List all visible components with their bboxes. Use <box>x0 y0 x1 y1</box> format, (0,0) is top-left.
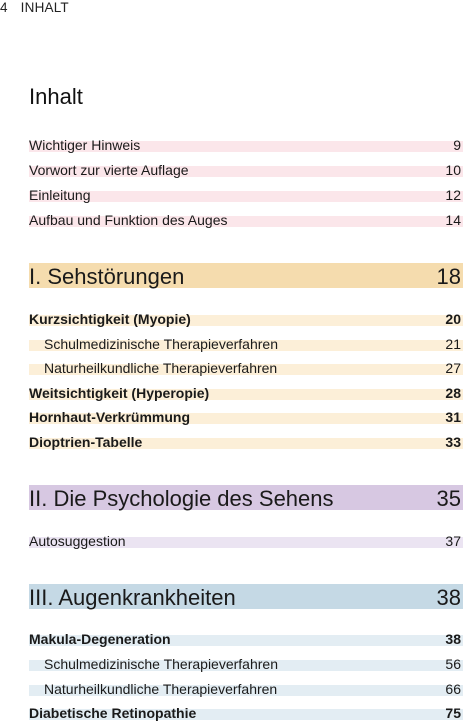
toc-entry-label: Hornhaut-Verkrümmung <box>29 409 191 425</box>
toc-entry-page: 38 <box>445 631 461 647</box>
toc-entry-label: Autosuggestion <box>29 533 126 549</box>
toc-entry-label: Kurzsichtigkeit (Myopie) <box>29 311 191 327</box>
toc-entry-einleitung[interactable]: Einleitung 12 <box>29 185 463 202</box>
toc-chapter-label: II. Die Psychologie des Sehens <box>29 486 334 511</box>
toc-entry-label: Einleitung <box>29 187 91 203</box>
toc-entry-page: 10 <box>445 162 461 178</box>
toc-chapter-2[interactable]: II. Die Psychologie des Sehens 35 <box>29 485 463 510</box>
toc-entry-aufbau[interactable]: Aufbau und Funktion des Auges 14 <box>29 210 463 227</box>
running-head: 4 INHALT <box>0 0 69 20</box>
toc-entry-retinopathie[interactable]: Diabetische Retinopathie 75 <box>29 703 463 720</box>
toc-entry-page: 27 <box>445 360 461 376</box>
toc-entry-hornhaut[interactable]: Hornhaut-Verkrümmung 31 <box>29 407 463 424</box>
toc-entry-makula[interactable]: Makula-Degeneration 38 <box>29 629 463 646</box>
toc-entry-label: Weitsichtigkeit (Hyperopie) <box>29 385 210 401</box>
toc-entry-schulmedizin-3[interactable]: Schulmedizinische Therapieverfahren 56 <box>29 654 463 671</box>
toc-chapter-3[interactable]: III. Augenkrankheiten 38 <box>29 584 463 609</box>
toc-entry-page: 37 <box>445 533 461 549</box>
toc-entry-page: 14 <box>445 212 461 228</box>
toc-entry-page: 21 <box>445 336 461 352</box>
toc-entry-naturheilkunde-3[interactable]: Naturheilkundliche Therapieverfahren 66 <box>29 679 463 696</box>
toc-entry-page: 12 <box>445 187 461 203</box>
toc-entry-wichtiger-hinweis[interactable]: Wichtiger Hinweis 9 <box>29 135 463 152</box>
toc-entry-schulmedizin-1[interactable]: Schulmedizinische Therapieverfahren 21 <box>29 334 463 351</box>
toc-chapter-page: 38 <box>436 585 461 610</box>
toc-entry-label: Vorwort zur vierte Auflage <box>29 162 189 178</box>
page-title: Inhalt <box>29 84 83 109</box>
toc-entry-label: Schulmedizinische Therapieverfahren <box>44 336 278 352</box>
toc-entry-vorwort[interactable]: Vorwort zur vierte Auflage 10 <box>29 160 463 177</box>
toc-entry-page: 56 <box>445 656 461 672</box>
toc-entry-label: Makula-Degeneration <box>29 631 171 647</box>
toc-entry-weitsichtigkeit[interactable]: Weitsichtigkeit (Hyperopie) 28 <box>29 383 463 400</box>
toc-chapter-label: I. Sehstörungen <box>29 264 185 289</box>
toc-entry-label: Dioptrien-Tabelle <box>29 434 143 450</box>
toc-chapter-1[interactable]: I. Sehstörungen 18 <box>29 263 463 288</box>
toc-entry-label: Wichtiger Hinweis <box>29 137 141 153</box>
toc-entry-dioptrien[interactable]: Dioptrien-Tabelle 33 <box>29 432 463 449</box>
page-number: 4 <box>0 0 8 15</box>
toc-entry-page: 9 <box>453 137 461 153</box>
toc-entry-page: 33 <box>445 434 461 450</box>
toc-entry-page: 66 <box>445 681 461 697</box>
toc-entry-page: 28 <box>445 385 461 401</box>
toc-entry-label: Naturheilkundliche Therapieverfahren <box>44 681 278 697</box>
toc-entry-label: Schulmedizinische Therapieverfahren <box>44 656 278 672</box>
toc-entry-page: 31 <box>445 409 461 425</box>
toc-entry-page: 20 <box>445 311 461 327</box>
toc-entry-label: Naturheilkundliche Therapieverfahren <box>44 360 278 376</box>
toc-entry-label: Diabetische Retinopathie <box>29 705 197 721</box>
toc-chapter-label: III. Augenkrankheiten <box>29 585 236 610</box>
toc-entry-label: Aufbau und Funktion des Auges <box>29 212 228 228</box>
toc-entry-autosuggestion[interactable]: Autosuggestion 37 <box>29 531 463 548</box>
toc-entry-kurzsichtigkeit[interactable]: Kurzsichtigkeit (Myopie) 20 <box>29 309 463 326</box>
toc-chapter-page: 35 <box>436 486 461 511</box>
toc-entry-naturheilkunde-1[interactable]: Naturheilkundliche Therapieverfahren 27 <box>29 358 463 375</box>
toc-chapter-page: 18 <box>436 264 461 289</box>
toc-entry-page: 75 <box>445 705 461 721</box>
running-head-label: INHALT <box>20 0 69 15</box>
